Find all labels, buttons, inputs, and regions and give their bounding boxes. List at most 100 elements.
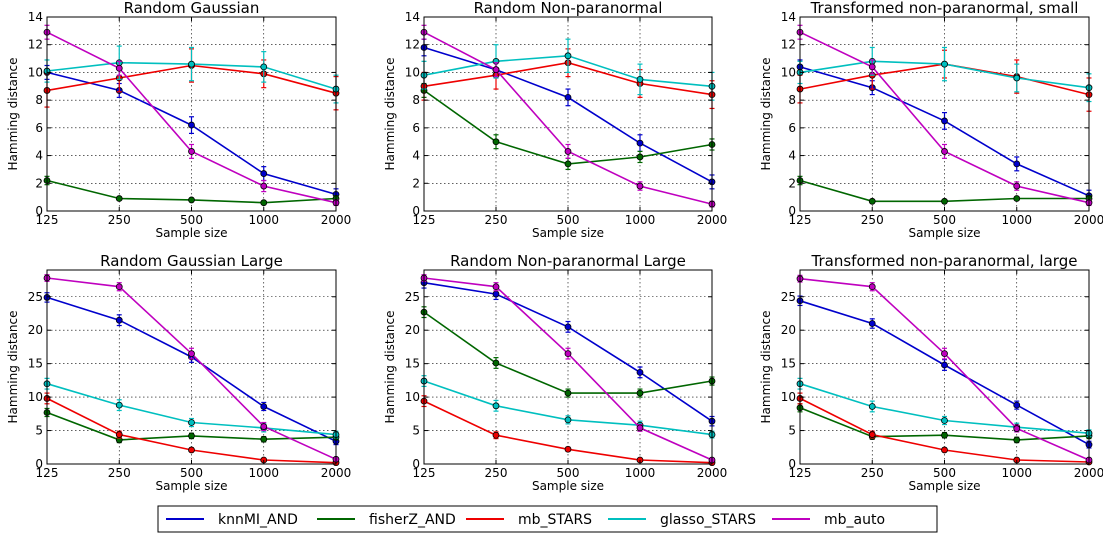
data-point [941, 117, 948, 125]
y-tick-label: 4 [788, 149, 796, 163]
legend-entry: mb_STARS [466, 512, 592, 528]
x-tick-label: 500 [557, 213, 580, 227]
data-point [941, 60, 948, 68]
data-point [941, 197, 948, 205]
series-mb_auto [43, 24, 340, 207]
data-point [636, 139, 644, 147]
x-axis-label: Sample size [532, 226, 604, 240]
y-tick-label: 10 [405, 65, 420, 79]
series-fisherZ_AND [43, 175, 340, 207]
data-point [492, 359, 500, 367]
data-point [115, 283, 123, 291]
x-tick-label: 500 [180, 213, 203, 227]
data-point [115, 401, 123, 409]
series-line [423, 277, 713, 461]
y-tick-label: 8 [788, 93, 796, 107]
data-point [636, 75, 644, 83]
x-tick-label: 250 [861, 213, 884, 227]
data-point [1013, 401, 1021, 409]
y-tick-label: 12 [405, 38, 420, 52]
series-mb_auto [796, 24, 1093, 207]
y-axis-label: Hamming distance [383, 58, 397, 171]
data-point [1013, 182, 1021, 190]
chart-title: Transformed non-paranormal, large [811, 252, 1078, 270]
y-tick-label: 10 [781, 65, 796, 79]
data-point [115, 195, 123, 202]
y-tick-label: 14 [28, 10, 43, 24]
legend-entry: knnMI_AND [166, 512, 298, 528]
series-glasso_STARS [796, 377, 1093, 438]
y-tick-label: 4 [35, 149, 43, 163]
data-point [564, 323, 572, 331]
x-tick-label: 1000 [625, 213, 656, 227]
series-glasso_STARS [420, 38, 716, 101]
x-tick-label: 500 [180, 466, 203, 480]
data-point [941, 361, 948, 369]
y-tick-label: 6 [788, 121, 796, 135]
data-point [115, 64, 123, 72]
y-axis-label: Hamming distance [6, 311, 20, 424]
data-point [188, 419, 195, 426]
x-tick-label: 500 [933, 466, 956, 480]
data-point [868, 63, 876, 71]
y-tick-label: 0 [35, 457, 43, 471]
y-tick-label: 2 [412, 176, 420, 190]
x-tick-label: 125 [789, 213, 812, 227]
data-point [564, 93, 572, 101]
x-tick-label: 2000 [321, 213, 352, 227]
data-point [868, 320, 876, 327]
x-tick-label: 1000 [248, 213, 279, 227]
data-point [868, 403, 876, 410]
data-point [636, 368, 644, 376]
x-tick-label: 2000 [697, 466, 728, 480]
data-point [260, 423, 268, 430]
y-tick-label: 25 [781, 290, 796, 304]
x-tick-label: 2000 [1074, 466, 1103, 480]
data-point [941, 417, 948, 424]
y-tick-label: 2 [788, 176, 796, 190]
data-point [492, 283, 500, 291]
data-point [260, 403, 268, 410]
y-tick-label: 10 [28, 65, 43, 79]
y-tick-label: 12 [28, 38, 43, 52]
chart-panel-3: 125 250 500 1000 2000 0 2 4 6 8 10 12 14 Transformed … [759, 0, 1103, 240]
data-point [188, 148, 195, 155]
y-tick-label: 8 [35, 93, 43, 107]
data-point [260, 435, 268, 443]
x-tick-label: 1000 [248, 466, 279, 480]
legend-entry: fisherZ_AND [317, 512, 456, 528]
data-point [941, 446, 948, 454]
chart-panel-2: 125 250 500 1000 2000 0 2 4 6 8 10 12 14 Random Non-p… [383, 0, 727, 240]
legend-label: fisherZ_AND [369, 512, 456, 528]
y-tick-label: 4 [412, 149, 420, 163]
data-point [260, 63, 268, 71]
data-point [636, 389, 644, 397]
series-line [46, 277, 337, 461]
chart-title: Random Gaussian Large [100, 252, 283, 270]
legend-entry: mb_auto [772, 512, 885, 528]
chart-panel-6: 125 250 500 1000 2000 0 5 10 15 20 25 Transformed n… [759, 252, 1103, 493]
y-tick-label: 5 [412, 424, 420, 438]
data-point [115, 431, 123, 438]
y-tick-label: 5 [788, 424, 796, 438]
data-point [115, 316, 123, 324]
y-tick-label: 14 [405, 10, 420, 24]
x-axis-label: Sample size [908, 226, 980, 240]
chart-panel-5: 125 250 500 1000 2000 0 5 10 15 20 25 Random Non-pa… [383, 252, 727, 493]
y-tick-label: 5 [35, 424, 43, 438]
x-axis-label: Sample size [155, 226, 227, 240]
data-point [868, 197, 876, 205]
legend-label: mb_auto [824, 512, 885, 528]
y-tick-label: 12 [781, 38, 796, 52]
y-tick-label: 0 [35, 204, 43, 218]
chart-title: Random Gaussian [124, 0, 260, 17]
data-point [941, 148, 948, 155]
legend-entry: glasso_STARS [608, 512, 756, 528]
x-tick-label: 125 [36, 213, 59, 227]
x-axis-label: Sample size [908, 479, 980, 493]
data-point [564, 445, 572, 453]
data-point [564, 389, 572, 397]
data-point [941, 350, 948, 358]
y-tick-label: 15 [405, 357, 420, 371]
